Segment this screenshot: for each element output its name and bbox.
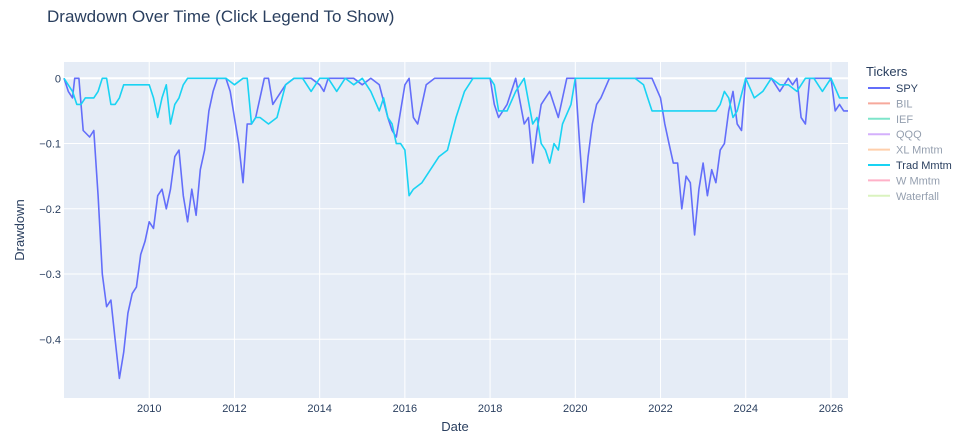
y-tick-label: −0.3 [39,269,61,281]
legend-label: SPY [896,83,919,95]
legend-item-waterfall[interactable]: Waterfall [868,191,939,203]
legend-item-spy[interactable]: SPY [868,83,919,95]
legend-label: W Mmtm [896,175,940,187]
x-tick-label: 2022 [648,403,672,415]
legend-item-trad-mmtm[interactable]: Trad Mmtm [868,160,952,172]
y-tick-label: −0.4 [39,334,61,346]
x-axis-title: Date [441,419,468,434]
plot-area [64,62,848,398]
legend: Tickers SPY BIL IEF QQQ XL Mmtm Trad Mmtm W Mm… [866,64,952,203]
legend-label: BIL [896,98,913,110]
legend-item-ief[interactable]: IEF [868,114,913,126]
y-tick-label: −0.2 [39,204,61,216]
legend-item-xl-mmtm[interactable]: XL Mmtm [868,145,943,157]
x-tick-label: 2012 [222,403,246,415]
x-tick-label: 2016 [393,403,417,415]
series-line-spy [63,77,848,380]
series-line-trad-mmtm [63,77,848,197]
legend-label: Trad Mmtm [896,160,952,172]
legend-item-bil[interactable]: BIL [868,98,913,110]
y-tick-label: 0 [55,73,61,85]
y-tick-label: −0.1 [39,139,61,151]
x-tick-label: 2026 [819,403,843,415]
y-axis-title: Drawdown [12,199,27,260]
x-tick-label: 2010 [137,403,161,415]
x-tick-label: 2014 [307,403,331,415]
series-lines [63,77,848,380]
legend-label: IEF [896,114,913,126]
x-tick-label: 2018 [478,403,502,415]
y-axis-ticks: 0 −0.1 −0.2 −0.3 −0.4 [39,73,61,346]
legend-item-w-mmtm[interactable]: W Mmtm [868,175,940,187]
x-axis-ticks: 2010 2012 2014 2016 2018 2020 2022 2024 2026 [137,403,843,415]
legend-label: QQQ [896,129,922,141]
legend-label: XL Mmtm [896,145,943,157]
x-tick-label: 2020 [563,403,587,415]
legend-title: Tickers [866,64,908,79]
chart-title: Drawdown Over Time (Click Legend To Show… [47,7,394,26]
legend-label: Waterfall [896,191,939,203]
legend-item-qqq[interactable]: QQQ [868,129,922,141]
x-tick-label: 2024 [733,403,757,415]
